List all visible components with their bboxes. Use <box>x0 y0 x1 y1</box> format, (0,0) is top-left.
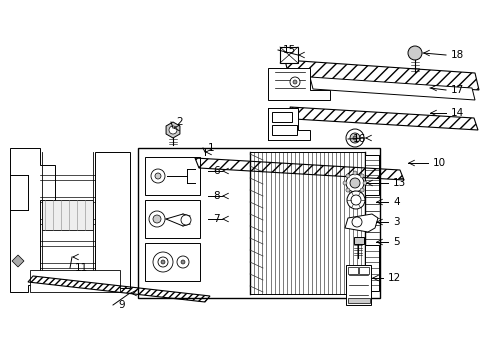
Circle shape <box>345 174 349 178</box>
Bar <box>145 243 200 281</box>
Polygon shape <box>267 68 329 100</box>
Circle shape <box>352 171 356 175</box>
Bar <box>280 47 297 63</box>
Circle shape <box>153 215 161 223</box>
Text: 8: 8 <box>213 191 219 201</box>
Text: 18: 18 <box>450 50 463 60</box>
Circle shape <box>346 191 364 209</box>
Circle shape <box>181 260 184 264</box>
Circle shape <box>289 77 299 87</box>
Text: 12: 12 <box>387 273 401 283</box>
Polygon shape <box>309 77 474 100</box>
Bar <box>271 125 296 135</box>
Text: 13: 13 <box>392 178 406 188</box>
Circle shape <box>407 46 421 60</box>
Circle shape <box>158 257 168 267</box>
Polygon shape <box>30 270 120 292</box>
Text: 9: 9 <box>118 300 124 310</box>
Bar <box>347 298 369 303</box>
Text: 5: 5 <box>392 237 399 247</box>
Circle shape <box>349 133 359 143</box>
Text: 11: 11 <box>75 263 88 273</box>
Bar <box>138 148 379 298</box>
Circle shape <box>352 191 356 195</box>
Text: 6: 6 <box>213 166 219 176</box>
Polygon shape <box>42 200 93 230</box>
Circle shape <box>155 173 161 179</box>
Circle shape <box>349 178 359 188</box>
Text: 1: 1 <box>207 143 214 153</box>
Text: 14: 14 <box>450 108 463 118</box>
Text: 16: 16 <box>352 134 366 144</box>
Text: 17: 17 <box>450 85 463 95</box>
Circle shape <box>181 215 191 225</box>
Circle shape <box>351 217 361 227</box>
Circle shape <box>359 174 364 178</box>
Polygon shape <box>267 108 309 140</box>
Circle shape <box>292 80 296 84</box>
Polygon shape <box>95 152 130 288</box>
Circle shape <box>352 136 356 140</box>
Text: 2: 2 <box>176 117 182 127</box>
Bar <box>145 157 200 195</box>
Text: 3: 3 <box>392 217 399 227</box>
Polygon shape <box>12 255 24 267</box>
Circle shape <box>153 252 173 272</box>
Polygon shape <box>345 214 377 232</box>
Bar <box>346 265 370 305</box>
Bar <box>347 267 357 274</box>
Bar <box>364 155 378 195</box>
Circle shape <box>346 129 363 147</box>
Bar <box>145 200 200 238</box>
Circle shape <box>362 181 366 185</box>
Text: 15: 15 <box>283 45 296 55</box>
Text: 7: 7 <box>213 214 219 224</box>
Circle shape <box>151 169 164 183</box>
Polygon shape <box>166 122 180 138</box>
Circle shape <box>161 260 164 264</box>
Bar <box>358 267 368 274</box>
Polygon shape <box>10 148 55 292</box>
Bar <box>353 237 363 244</box>
Circle shape <box>345 188 349 192</box>
Circle shape <box>346 174 363 192</box>
Circle shape <box>342 181 346 185</box>
Text: 10: 10 <box>432 158 445 168</box>
Bar <box>271 112 291 122</box>
Bar <box>364 245 378 291</box>
Circle shape <box>359 188 364 192</box>
Circle shape <box>169 126 177 134</box>
Text: 4: 4 <box>392 197 399 207</box>
Circle shape <box>149 211 164 227</box>
Circle shape <box>177 256 189 268</box>
Circle shape <box>350 195 360 205</box>
